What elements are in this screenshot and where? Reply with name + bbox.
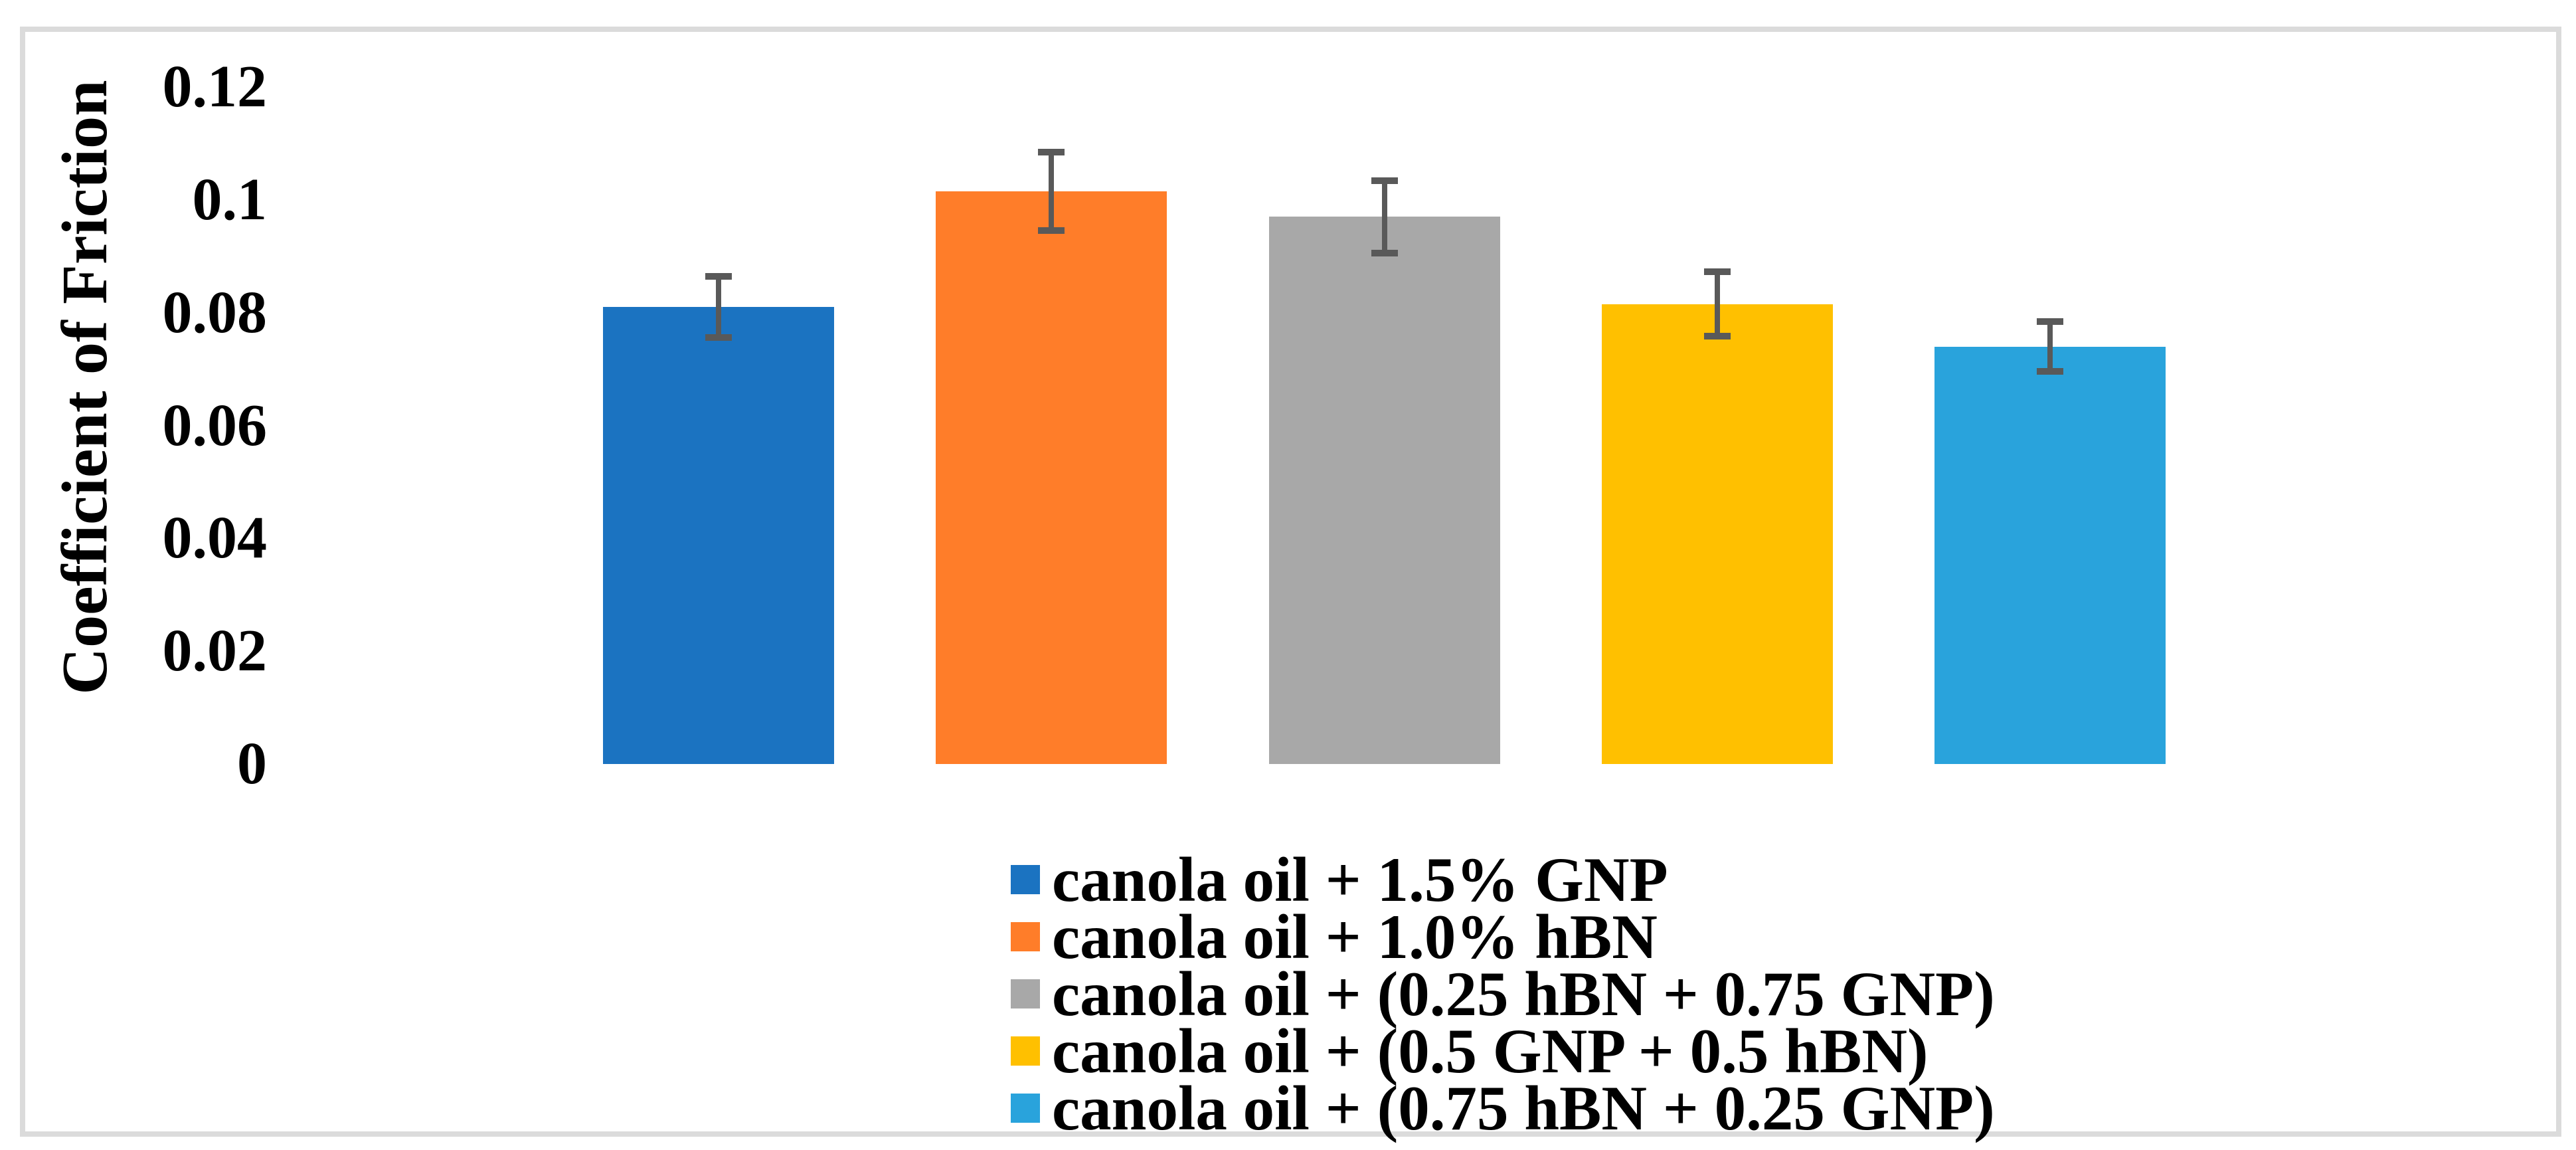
legend-item-1: canola oil + 1.5% GNP	[1011, 844, 1995, 915]
whisker	[1381, 177, 1387, 256]
error-bar-series-5	[2037, 318, 2064, 375]
y-tick-label-0.08: 0.08	[162, 279, 268, 345]
bar-series-3	[1268, 217, 1500, 764]
whisker	[716, 273, 721, 341]
error-bar-series-4	[1703, 268, 1731, 340]
y-tick-label-0.02: 0.02	[162, 618, 268, 684]
error-bar-series-1	[705, 273, 732, 341]
legend-label: canola oil + 1.0% hBN	[1052, 902, 1658, 972]
legend-label: canola oil + 1.5% GNP	[1052, 844, 1668, 915]
bar-series-1	[603, 307, 834, 764]
y-tick-label-0.06: 0.06	[162, 392, 268, 458]
legend-item-5: canola oil + (0.75 hBN + 0.25 GNP)	[1011, 1073, 1995, 1143]
legend-label: canola oil + (0.25 hBN + 0.75 GNP)	[1052, 959, 1995, 1029]
whisker	[1714, 268, 1720, 340]
legend: canola oil + 1.5% GNP canola oil + 1.0% h…	[1011, 844, 1995, 1143]
legend-item-2: canola oil + 1.0% hBN	[1011, 902, 1995, 972]
legend-label: canola oil + (0.75 hBN + 0.25 GNP)	[1052, 1073, 1995, 1143]
y-tick-label-0.1: 0.1	[192, 166, 268, 233]
bar-series-4	[1601, 304, 1833, 764]
error-bar-series-2	[1038, 149, 1065, 234]
whisker	[2047, 318, 2053, 375]
legend-item-3: canola oil + (0.25 hBN + 0.75 GNP)	[1011, 959, 1995, 1029]
whisker	[1049, 149, 1055, 234]
legend-label: canola oil + (0.5 GNP + 0.5 hBN)	[1052, 1016, 1929, 1086]
legend-swatch-icon	[1011, 865, 1040, 894]
bar-series-5	[1934, 346, 2166, 764]
legend-swatch-icon	[1011, 1094, 1040, 1123]
legend-swatch-icon	[1011, 1036, 1040, 1066]
legend-swatch-icon	[1011, 979, 1040, 1008]
y-tick-label-0.04: 0.04	[162, 505, 268, 571]
y-tick-label-0.12: 0.12	[162, 54, 268, 120]
error-bar-series-3	[1371, 177, 1398, 256]
legend-swatch-icon	[1011, 922, 1040, 951]
legend-item-4: canola oil + (0.5 GNP + 0.5 hBN)	[1011, 1016, 1995, 1086]
bar-series-2	[936, 191, 1167, 764]
y-tick-label-0: 0	[237, 731, 267, 797]
